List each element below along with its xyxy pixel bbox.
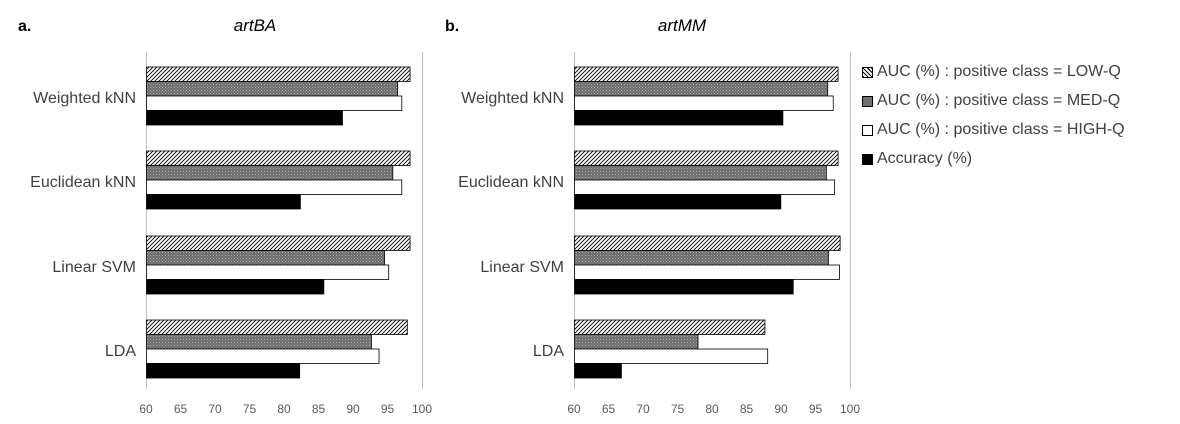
legend-swatch-white: [862, 124, 873, 136]
bar-accuracy: [574, 363, 622, 379]
bar-accuracy: [146, 194, 301, 210]
bar-high-q: [574, 179, 836, 195]
bar-accuracy: [146, 363, 301, 379]
category-label: LDA: [533, 343, 564, 360]
bar-med-q: [146, 250, 385, 266]
panel-letter: a.: [18, 18, 31, 35]
bar-high-q: [146, 264, 390, 280]
category-label: Linear SVM: [480, 259, 564, 276]
x-tick-label: 90: [346, 402, 360, 416]
bar-accuracy: [574, 194, 782, 210]
chart-panel-b: b. artMM 60 65 70 75 80 85 90 95 100 Weighted kNN Eu…: [445, 16, 860, 416]
bar-accuracy: [146, 279, 325, 295]
legend-item-high-q: AUC (%) : positive class = HIGH-Q: [862, 119, 1125, 141]
x-tick-label: 85: [740, 402, 754, 416]
x-tick-label: 100: [840, 402, 860, 416]
category-label: Weighted kNN: [33, 90, 136, 107]
legend-item-low-q: AUC (%) : positive class = LOW-Q: [862, 61, 1121, 83]
bar-accuracy: [146, 110, 343, 126]
bar-low-q: [146, 66, 411, 82]
bar-med-q: [146, 81, 399, 97]
bar-high-q: [146, 179, 403, 195]
category-label: LDA: [105, 343, 136, 360]
bar-low-q: [574, 150, 839, 166]
legend-item-accuracy: Accuracy (%): [862, 148, 972, 170]
x-tick-label: 100: [412, 402, 432, 416]
bar-low-q: [146, 319, 408, 335]
panel-letter: b.: [445, 18, 459, 35]
bar-low-q: [146, 150, 411, 166]
bar-accuracy: [574, 279, 794, 295]
x-tick-label: 95: [381, 402, 395, 416]
legend-swatch-black: [862, 153, 873, 165]
panel-title: artMM: [658, 16, 707, 35]
bar-high-q: [574, 264, 840, 280]
bar-low-q: [574, 66, 839, 82]
x-tick-label: 85: [312, 402, 326, 416]
bar-high-q: [574, 348, 769, 364]
x-tick-label: 70: [636, 402, 650, 416]
x-tick-label: 60: [567, 402, 581, 416]
x-tick-label: 75: [243, 402, 257, 416]
legend-label: AUC (%) : positive class = MED-Q: [877, 92, 1121, 109]
x-tick-label: 80: [705, 402, 719, 416]
legend-label: AUC (%) : positive class = LOW-Q: [877, 63, 1121, 80]
x-tick-label: 80: [277, 402, 291, 416]
bar-high-q: [146, 348, 380, 364]
bar-med-q: [574, 165, 827, 181]
legend-item-med-q: AUC (%) : positive class = MED-Q: [862, 90, 1120, 112]
category-label: Weighted kNN: [461, 90, 564, 107]
bar-high-q: [574, 95, 834, 111]
category-label: Euclidean kNN: [30, 174, 136, 191]
x-tick-label: 95: [809, 402, 823, 416]
legend-swatch-hatched: [862, 66, 873, 78]
bar-med-q: [574, 334, 699, 350]
legend-swatch-gray: [862, 95, 873, 107]
category-label: Linear SVM: [52, 259, 136, 276]
legend-label: Accuracy (%): [877, 150, 973, 167]
bar-med-q: [146, 165, 394, 181]
category-label: Euclidean kNN: [458, 174, 564, 191]
x-tick-label: 65: [602, 402, 616, 416]
bar-med-q: [146, 334, 372, 350]
bar-low-q: [574, 235, 841, 251]
bar-low-q: [146, 235, 411, 251]
x-tick-label: 90: [774, 402, 788, 416]
x-tick-label: 70: [208, 402, 222, 416]
bar-high-q: [146, 95, 403, 111]
bar-med-q: [574, 250, 829, 266]
x-tick-label: 65: [174, 402, 188, 416]
chart-panel-a: a. artBA 60 65 70 75 80 85 90 95 100 Weighted kNN Eu…: [18, 16, 432, 416]
bar-low-q: [574, 319, 766, 335]
bar-accuracy: [574, 110, 784, 126]
bar-med-q: [574, 81, 829, 97]
legend-label: AUC (%) : positive class = HIGH-Q: [877, 121, 1125, 138]
x-tick-label: 60: [139, 402, 153, 416]
x-tick-label: 75: [671, 402, 685, 416]
panel-title: artBA: [234, 16, 277, 35]
